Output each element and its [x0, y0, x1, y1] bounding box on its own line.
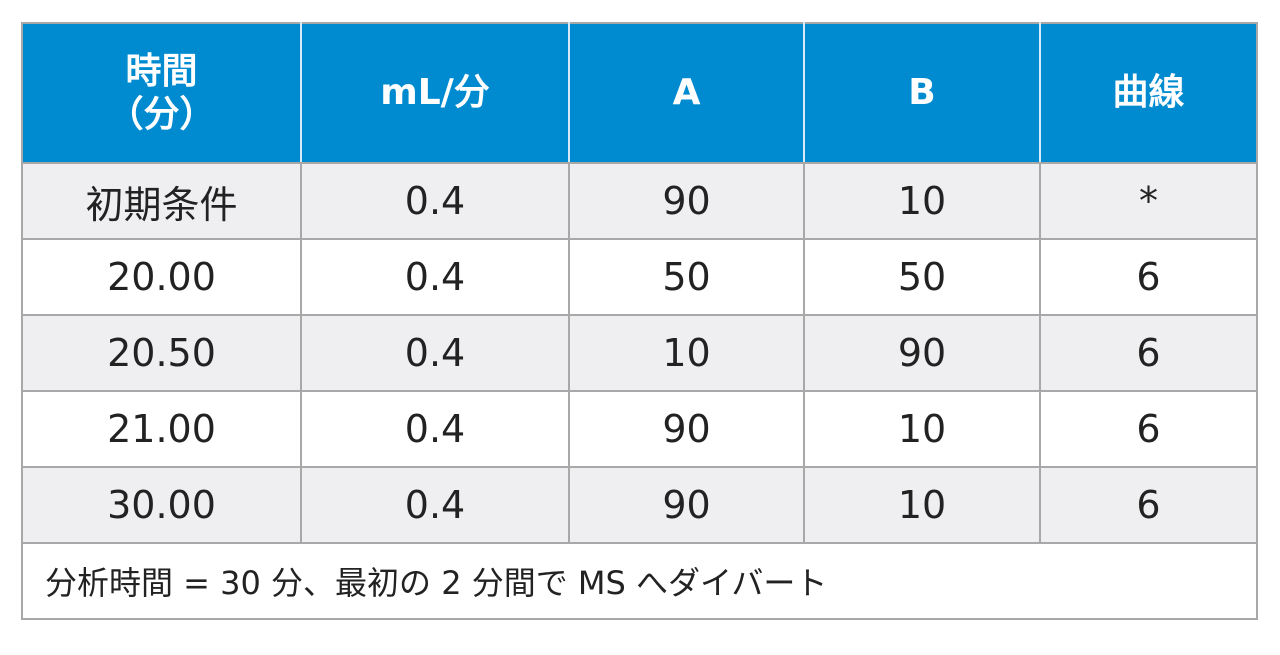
table-row: 21.00 0.4 90 10 6	[21, 390, 1258, 468]
cell-a: 90	[568, 162, 805, 240]
header-b: B	[803, 22, 1041, 164]
cell-time: 30.00	[21, 466, 302, 544]
header-flow-rate-label: mL/分	[380, 72, 490, 114]
cell-a: 90	[568, 466, 805, 544]
cell-a: 50	[568, 238, 805, 316]
header-row: 時間 （分） mL/分 A B 曲線	[21, 22, 1258, 164]
cell-time: 21.00	[21, 390, 302, 468]
cell-flow-rate: 0.4	[300, 466, 570, 544]
header-time: 時間 （分）	[21, 22, 302, 164]
cell-time: 初期条件	[21, 162, 302, 240]
cell-b: 10	[803, 162, 1041, 240]
cell-b: 10	[803, 466, 1041, 544]
cell-time: 20.00	[21, 238, 302, 316]
cell-a: 10	[568, 314, 805, 392]
gradient-table: 時間 （分） mL/分 A B 曲線 初期条件 0.4	[21, 22, 1258, 620]
cell-curve: 6	[1039, 238, 1258, 316]
cell-flow-rate: 0.4	[300, 314, 570, 392]
cell-flow-rate: 0.4	[300, 238, 570, 316]
header-b-label: B	[908, 72, 936, 114]
cell-curve: *	[1039, 162, 1258, 240]
gradient-table-container: 時間 （分） mL/分 A B 曲線 初期条件 0.4	[21, 22, 1258, 620]
header-time-line-1: 時間	[125, 50, 198, 92]
table-footnote: 分析時間 = 30 分、最初の 2 分間で MS へダイバート	[21, 542, 1258, 620]
cell-a: 90	[568, 390, 805, 468]
cell-flow-rate: 0.4	[300, 390, 570, 468]
cell-flow-rate: 0.4	[300, 162, 570, 240]
header-curve-label: 曲線	[1112, 72, 1185, 114]
table-row: 20.50 0.4 10 90 6	[21, 314, 1258, 392]
cell-time: 20.50	[21, 314, 302, 392]
header-a-label: A	[672, 72, 701, 114]
footnote-row: 分析時間 = 30 分、最初の 2 分間で MS へダイバート	[21, 542, 1258, 620]
cell-curve: 6	[1039, 314, 1258, 392]
cell-curve: 6	[1039, 466, 1258, 544]
table-row: 20.00 0.4 50 50 6	[21, 238, 1258, 316]
cell-curve: 6	[1039, 390, 1258, 468]
cell-b: 10	[803, 390, 1041, 468]
cell-b: 90	[803, 314, 1041, 392]
header-a: A	[568, 22, 805, 164]
table-row: 30.00 0.4 90 10 6	[21, 466, 1258, 544]
header-flow-rate: mL/分	[300, 22, 570, 164]
header-time-line-2: （分）	[107, 94, 216, 135]
table-row: 初期条件 0.4 90 10 *	[21, 162, 1258, 240]
cell-b: 50	[803, 238, 1041, 316]
header-curve: 曲線	[1039, 22, 1258, 164]
